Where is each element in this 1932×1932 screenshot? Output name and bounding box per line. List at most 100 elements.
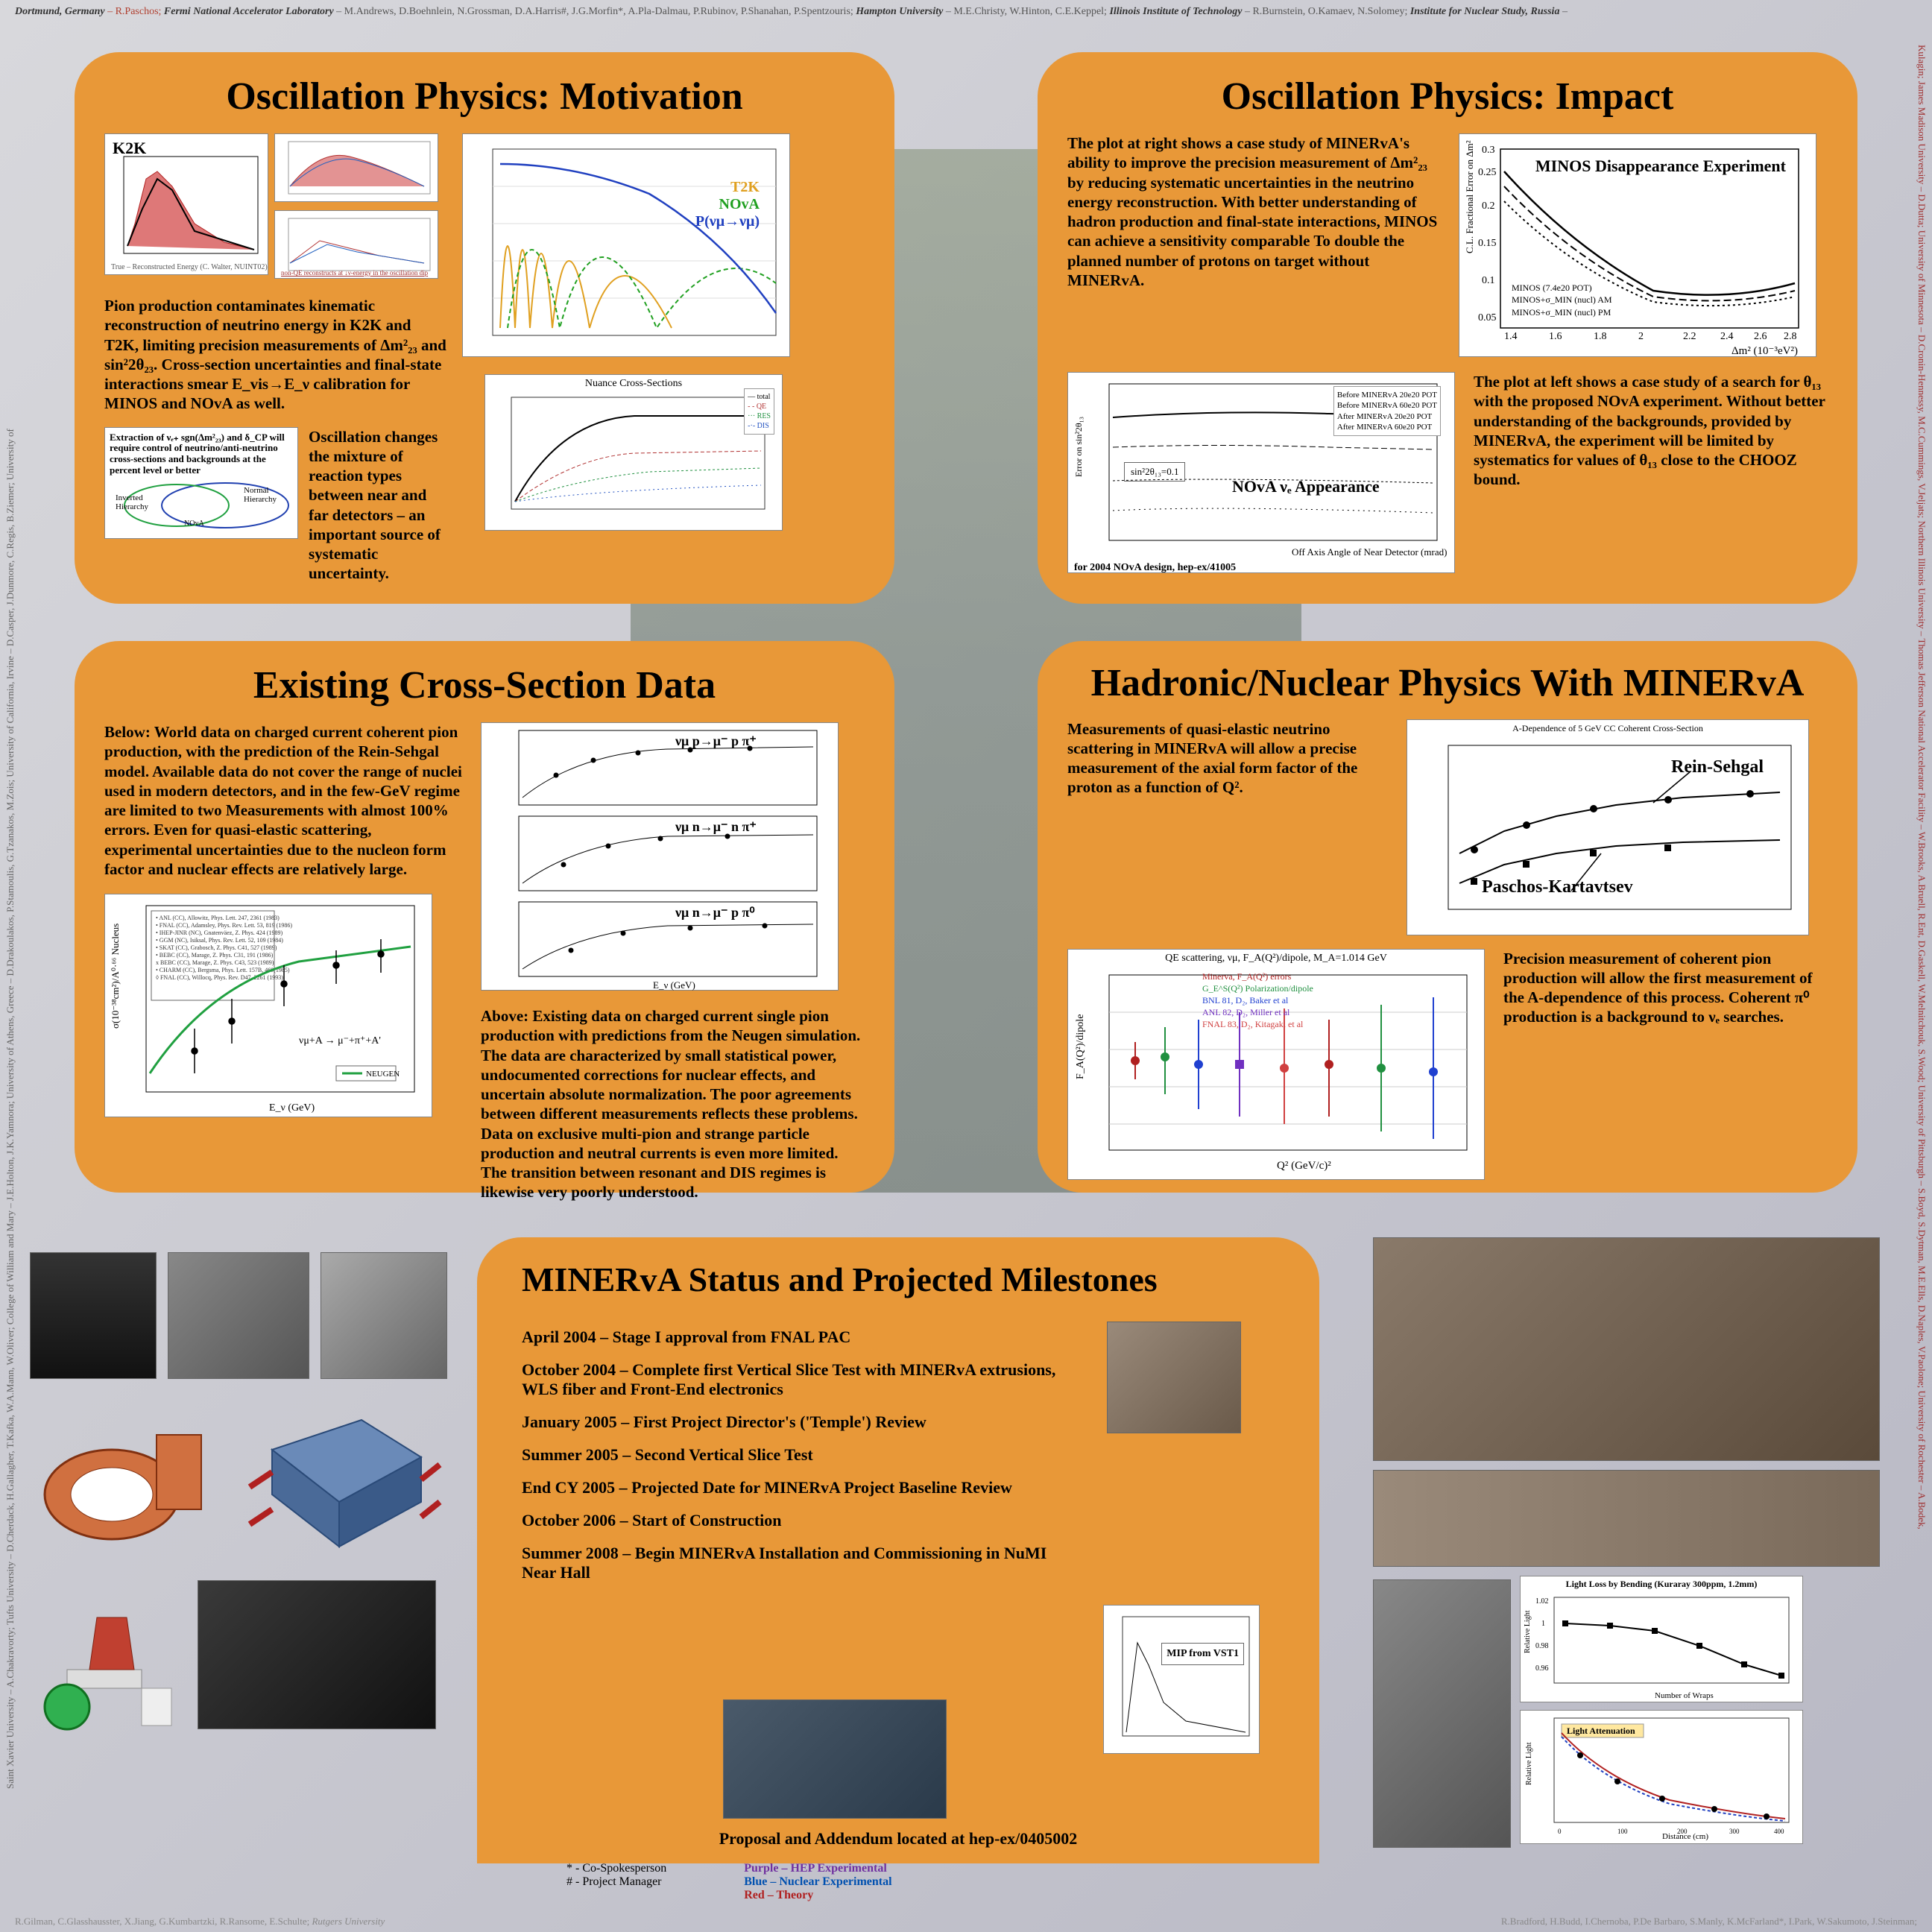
svg-text:◊ FNAL (CC), Willocq, Phys. Re: ◊ FNAL (CC), Willocq, Phys. Rev. D47, 22… xyxy=(156,974,283,981)
panel4-text1: Measurements of quasi-elastic neutrino s… xyxy=(1067,719,1388,935)
render-ecal xyxy=(30,1390,216,1569)
svg-text:2.2: 2.2 xyxy=(1683,331,1696,342)
svg-text:Δm² (10⁻³eV²): Δm² (10⁻³eV²) xyxy=(1731,345,1798,357)
panel-oscillation-motivation: Oscillation Physics: Motivation K2K True… xyxy=(75,52,894,604)
chart-nuance: Nuance Cross-Sections — total- - QE··· R… xyxy=(484,374,783,531)
svg-text:0.05: 0.05 xyxy=(1478,312,1497,323)
svg-text:0.98: 0.98 xyxy=(1535,1642,1549,1650)
svg-text:Off Axis Angle of Near Detecto: Off Axis Angle of Near Detector (mrad) xyxy=(1292,546,1447,558)
photo-module-b xyxy=(168,1252,309,1379)
render-scint xyxy=(227,1390,443,1569)
svg-text:• ANL (CC), Allowitz, Phys. Le: • ANL (CC), Allowitz, Phys. Lett. 247, 2… xyxy=(156,915,280,921)
hardware-montage xyxy=(30,1252,447,1737)
svg-text:• IHEP-JINR (NC), Gnatenväez,: • IHEP-JINR (NC), Gnatenväez, Z. Phys. 4… xyxy=(156,929,282,936)
panel1-text2: Oscillation changes the mixture of react… xyxy=(309,427,447,584)
svg-text:2.6: 2.6 xyxy=(1754,331,1767,342)
svg-text:Relative Light: Relative Light xyxy=(1524,1610,1532,1653)
panel-oscillation-impact: Oscillation Physics: Impact The plot at … xyxy=(1038,52,1857,604)
svg-text:0.1: 0.1 xyxy=(1482,275,1495,286)
svg-text:NOvA: NOvA xyxy=(184,520,204,528)
chart-k2k: K2K True – Reconstructed Energy (C. Walt… xyxy=(104,133,268,275)
panel4-title: Hadronic/Nuclear Physics With MINERvA xyxy=(1067,663,1828,704)
chart-light-attenuation: Light Attenuation Distance (cm) Relative… xyxy=(1520,1710,1803,1844)
milestone-item: October 2004 – Complete first Vertical S… xyxy=(522,1360,1058,1399)
panel-existing-xsec: Existing Cross-Section Data Below: World… xyxy=(75,641,894,1193)
panel-milestones: MINERvA Status and Projected Milestones … xyxy=(477,1237,1319,1863)
milestone-item: April 2004 – Stage I approval from FNAL … xyxy=(522,1328,1058,1347)
milestone-item: Summer 2005 – Second Vertical Slice Test xyxy=(522,1445,1058,1465)
svg-text:100: 100 xyxy=(1617,1828,1628,1835)
svg-text:1.02: 1.02 xyxy=(1535,1597,1549,1606)
chart-nova-appearance: Off Axis Angle of Near Detector (mrad) E… xyxy=(1067,372,1455,573)
panel2-text1: The plot at right shows a case study of … xyxy=(1067,133,1440,357)
photo-module-c xyxy=(321,1252,447,1379)
author-strip-right: Kulagin; James Madison University – D.Du… xyxy=(1916,45,1928,1759)
milestone-item: January 2005 – First Project Director's … xyxy=(522,1412,1058,1432)
svg-text:• FNAL (CC), Adamsley, Phys. R: • FNAL (CC), Adamsley, Phys. Rev. Lett. … xyxy=(156,922,292,929)
svg-text:E_ν (GeV): E_ν (GeV) xyxy=(269,1102,315,1114)
render-connector xyxy=(30,1580,186,1737)
role-legend: * - Co-Spokesperson # - Project Manager … xyxy=(566,1862,892,1902)
svg-text:0: 0 xyxy=(1558,1828,1562,1835)
svg-text:300: 300 xyxy=(1729,1828,1740,1835)
svg-text:0.96: 0.96 xyxy=(1535,1664,1549,1673)
photo-hardware-a xyxy=(1107,1322,1241,1433)
chart-osc-prob: T2K NOvA P(νμ→νμ) xyxy=(462,133,790,357)
svg-text:F_A(Q²)/dipole: F_A(Q²)/dipole xyxy=(1075,1014,1086,1079)
svg-text:Hierarchy: Hierarchy xyxy=(116,502,148,511)
author-strip-left: Saint Xavier University – A.Chakravorty;… xyxy=(4,75,16,1789)
chart-light-loss-bending: Light Loss by Bending (Kuraray 300ppm, 1… xyxy=(1520,1576,1803,1702)
chart-minos-disappearance: 1.41.61.822.22.42.62.8 0.050.10.150.20.2… xyxy=(1459,133,1816,357)
panel4-text2: Precision measurement of coherent pion p… xyxy=(1503,949,1828,1180)
svg-text:C.L. Fractional Error on Δm²: C.L. Fractional Error on Δm² xyxy=(1464,140,1475,253)
svg-text:1.8: 1.8 xyxy=(1594,331,1607,342)
panel2-title: Oscillation Physics: Impact xyxy=(1067,75,1828,119)
panel3-text2: Above: Existing data on charged current … xyxy=(481,1006,865,1202)
svg-text:Hierarchy: Hierarchy xyxy=(244,495,277,504)
chart-single-pion: νμ p→μ⁻ p π⁺ νμ n→μ⁻ n π⁺ νμ n→μ⁻ p π⁰ xyxy=(481,722,839,991)
svg-text:1: 1 xyxy=(1541,1620,1545,1628)
author-strip-top: Dortmund, Germany – R.Paschos; Fermi Nat… xyxy=(15,6,1917,18)
panel1-text1: Pion production contaminates kinematic r… xyxy=(104,296,447,414)
hierarchy-box: Extraction of νₑ₊ sgn(Δm²₂₃) and δ_CP wi… xyxy=(104,427,298,539)
chart-qe-fa: QE scattering, νμ, F_A(Q²)/dipole, M_A=1… xyxy=(1067,949,1485,1180)
svg-text:νμ+A → μ⁻+π⁺+A': νμ+A → μ⁻+π⁺+A' xyxy=(299,1035,381,1046)
chart-a-dependence: A-Dependence of 5 GeV CC Coherent Cross-… xyxy=(1407,719,1809,935)
panel2-text2: The plot at left shows a case study of a… xyxy=(1474,372,1828,573)
photo-fiber-bundle xyxy=(1373,1579,1511,1848)
panel3-title: Existing Cross-Section Data xyxy=(104,663,865,707)
chart-k2k-c: non-QE reconstructs at ↓ν-energy in the … xyxy=(274,210,438,279)
svg-text:400: 400 xyxy=(1774,1828,1784,1835)
svg-text:Inverted: Inverted xyxy=(116,493,143,502)
svg-text:• SKAT (CC), Grabosch, Z. Phys: • SKAT (CC), Grabosch, Z. Phys. C41, 527… xyxy=(156,944,277,951)
svg-text:NEUGEN: NEUGEN xyxy=(366,1070,400,1079)
panel5-title: MINERvA Status and Projected Milestones xyxy=(522,1260,1289,1299)
chart-coherent-pion: • ANL (CC), Allowitz, Phys. Lett. 247, 2… xyxy=(104,894,432,1117)
svg-text:1.4: 1.4 xyxy=(1504,331,1518,342)
lab-photos: Light Loss by Bending (Kuraray 300ppm, 1… xyxy=(1373,1237,1895,1848)
svg-text:0.3: 0.3 xyxy=(1482,145,1495,156)
svg-text:x BEBC (CC), Marage, Z. Phys.: x BEBC (CC), Marage, Z. Phys. C43, 523 (… xyxy=(156,959,274,966)
svg-text:Light Attenuation: Light Attenuation xyxy=(1567,1726,1635,1736)
chart-mip: MIP from VST1 xyxy=(1103,1605,1260,1754)
panel-hadronic-nuclear: Hadronic/Nuclear Physics With MINERvA Me… xyxy=(1038,641,1857,1193)
chart-k2k-b xyxy=(274,133,438,202)
proposal-note: Proposal and Addendum located at hep-ex/… xyxy=(477,1829,1319,1849)
svg-text:Number of Wraps: Number of Wraps xyxy=(1655,1691,1714,1700)
svg-text:2.8: 2.8 xyxy=(1784,331,1797,342)
svg-text:200: 200 xyxy=(1677,1828,1688,1835)
svg-text:νμ p→μ⁻ p π⁺: νμ p→μ⁻ p π⁺ xyxy=(675,733,757,748)
svg-text:νμ n→μ⁻ n π⁺: νμ n→μ⁻ n π⁺ xyxy=(675,819,757,834)
milestone-item: Summer 2008 – Begin MINERvA Installation… xyxy=(522,1544,1058,1582)
svg-text:Q² (GeV/c)²: Q² (GeV/c)² xyxy=(1277,1160,1331,1172)
photo-people-bench xyxy=(1373,1237,1880,1461)
svg-text:Normal: Normal xyxy=(244,486,269,495)
milestone-item: October 2006 – Start of Construction xyxy=(522,1511,1058,1530)
svg-text:• BEBC (CC), Marage, Z. Phys.: • BEBC (CC), Marage, Z. Phys. C31, 191 (… xyxy=(156,952,274,959)
panel1-title: Oscillation Physics: Motivation xyxy=(104,75,865,119)
svg-text:0.2: 0.2 xyxy=(1482,201,1495,212)
svg-text:0.25: 0.25 xyxy=(1478,167,1497,178)
panel3-text1: Below: World data on charged current coh… xyxy=(104,722,462,879)
svg-text:1.6: 1.6 xyxy=(1549,331,1562,342)
svg-text:E_ν (GeV): E_ν (GeV) xyxy=(653,979,695,991)
